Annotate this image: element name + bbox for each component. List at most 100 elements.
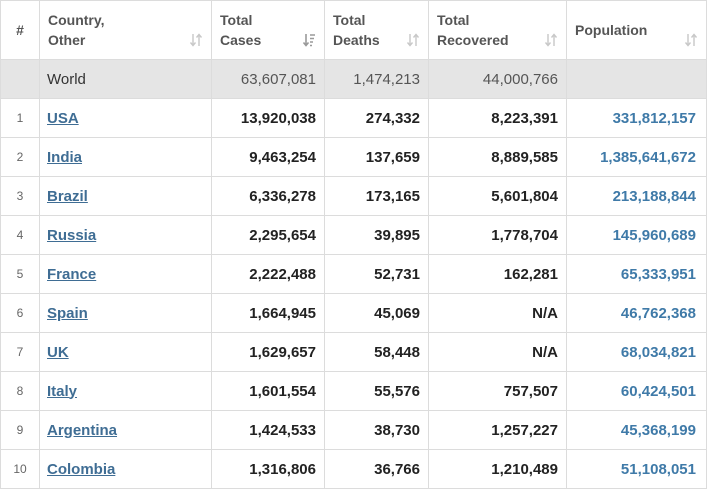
population-cell: 60,424,501 xyxy=(566,371,707,411)
sort-arrows-icon[interactable] xyxy=(684,33,698,47)
country-link[interactable]: Russia xyxy=(47,226,97,244)
total-deaths-cell: 274,332 xyxy=(324,98,429,138)
table-row: 3 Brazil 6,336,278 173,165 5,601,804 213,188,… xyxy=(0,176,707,216)
header-total-deaths[interactable]: Total Deaths xyxy=(324,0,429,60)
rank-cell: 10 xyxy=(0,449,40,489)
total-deaths-cell: 38,730 xyxy=(324,410,429,450)
total-recovered-cell: 1,778,704 xyxy=(428,215,567,255)
total-recovered-cell: 162,281 xyxy=(428,254,567,294)
population-cell: 213,188,844 xyxy=(566,176,707,216)
rank-cell: 6 xyxy=(0,293,40,333)
table-row: 1 USA 13,920,038 274,332 8,223,391 331,812,15… xyxy=(0,98,707,138)
total-recovered-cell: 5,601,804 xyxy=(428,176,567,216)
country-cell: USA xyxy=(39,98,212,138)
header-country-label-line2: Other xyxy=(48,32,86,48)
header-total-recovered[interactable]: Total Recovered xyxy=(428,0,567,60)
total-deaths-cell: 173,165 xyxy=(324,176,429,216)
world-name: World xyxy=(39,59,212,99)
header-total-deaths-line2: Deaths xyxy=(333,32,380,48)
total-deaths-cell: 55,576 xyxy=(324,371,429,411)
sort-arrows-icon[interactable] xyxy=(406,33,420,47)
sort-arrows-icon[interactable] xyxy=(189,33,203,47)
rank-cell: 8 xyxy=(0,371,40,411)
header-country-label-line1: Country, xyxy=(48,12,105,28)
population-cell: 68,034,821 xyxy=(566,332,707,372)
total-recovered-cell: 8,223,391 xyxy=(428,98,567,138)
country-link[interactable]: Italy xyxy=(47,382,78,400)
table-header-row: # Country, Other Total Cases Total Death… xyxy=(0,0,707,60)
table-row: 5 France 2,222,488 52,731 162,281 65,333,951 xyxy=(0,254,707,294)
country-link[interactable]: USA xyxy=(47,109,79,127)
total-deaths-cell: 52,731 xyxy=(324,254,429,294)
rank-cell: 4 xyxy=(0,215,40,255)
country-cell: Italy xyxy=(39,371,212,411)
rank-cell: 9 xyxy=(0,410,40,450)
total-deaths-cell: 39,895 xyxy=(324,215,429,255)
total-recovered-cell: 8,889,585 xyxy=(428,137,567,177)
world-rank-cell xyxy=(0,59,40,99)
table-row: 2 India 9,463,254 137,659 8,889,585 1,385,641… xyxy=(0,137,707,177)
population-cell: 1,385,641,672 xyxy=(566,137,707,177)
total-cases-cell: 13,920,038 xyxy=(211,98,325,138)
country-cell: Russia xyxy=(39,215,212,255)
population-cell: 331,812,157 xyxy=(566,98,707,138)
sort-arrows-icon[interactable] xyxy=(544,33,558,47)
population-cell: 65,333,951 xyxy=(566,254,707,294)
country-link[interactable]: India xyxy=(47,148,83,166)
header-total-cases[interactable]: Total Cases xyxy=(211,0,325,60)
population-cell: 45,368,199 xyxy=(566,410,707,450)
total-cases-cell: 1,629,657 xyxy=(211,332,325,372)
rank-cell: 7 xyxy=(0,332,40,372)
world-population xyxy=(566,59,707,99)
country-link[interactable]: Argentina xyxy=(47,421,118,439)
header-population-label: Population xyxy=(575,22,648,38)
total-cases-cell: 1,601,554 xyxy=(211,371,325,411)
header-total-deaths-line1: Total xyxy=(333,12,366,28)
header-total-recovered-line1: Total xyxy=(437,12,470,28)
total-cases-cell: 9,463,254 xyxy=(211,137,325,177)
country-link[interactable]: France xyxy=(47,265,97,283)
world-total-cases: 63,607,081 xyxy=(211,59,325,99)
total-recovered-cell: N/A xyxy=(428,332,567,372)
rank-cell: 5 xyxy=(0,254,40,294)
total-cases-cell: 2,295,654 xyxy=(211,215,325,255)
header-total-recovered-line2: Recovered xyxy=(437,32,509,48)
total-cases-cell: 1,316,806 xyxy=(211,449,325,489)
total-recovered-cell: 1,210,489 xyxy=(428,449,567,489)
country-link[interactable]: Brazil xyxy=(47,187,88,205)
rank-cell: 2 xyxy=(0,137,40,177)
total-cases-cell: 2,222,488 xyxy=(211,254,325,294)
sort-desc-icon[interactable] xyxy=(302,33,316,47)
table-row: 4 Russia 2,295,654 39,895 1,778,704 145,960,6… xyxy=(0,215,707,255)
world-total-deaths: 1,474,213 xyxy=(324,59,429,99)
total-cases-cell: 1,424,533 xyxy=(211,410,325,450)
total-deaths-cell: 58,448 xyxy=(324,332,429,372)
table-row: 6 Spain 1,664,945 45,069 N/A 46,762,368 xyxy=(0,293,707,333)
country-link[interactable]: Spain xyxy=(47,304,88,322)
country-cell: India xyxy=(39,137,212,177)
total-deaths-cell: 137,659 xyxy=(324,137,429,177)
country-cell: Colombia xyxy=(39,449,212,489)
total-deaths-cell: 45,069 xyxy=(324,293,429,333)
header-rank-label: # xyxy=(16,22,24,38)
population-cell: 46,762,368 xyxy=(566,293,707,333)
rank-cell: 3 xyxy=(0,176,40,216)
country-cell: France xyxy=(39,254,212,294)
rank-cell: 1 xyxy=(0,98,40,138)
header-population[interactable]: Population xyxy=(566,0,707,60)
header-rank[interactable]: # xyxy=(0,0,40,60)
header-country[interactable]: Country, Other xyxy=(39,0,212,60)
table-row: 9 Argentina 1,424,533 38,730 1,257,227 45,368… xyxy=(0,410,707,450)
total-cases-cell: 6,336,278 xyxy=(211,176,325,216)
country-cell: Argentina xyxy=(39,410,212,450)
total-recovered-cell: N/A xyxy=(428,293,567,333)
country-link[interactable]: UK xyxy=(47,343,69,361)
table-row: 10 Colombia 1,316,806 36,766 1,210,489 51,108… xyxy=(0,449,707,489)
world-total-row: World 63,607,081 1,474,213 44,000,766 xyxy=(0,59,707,99)
world-total-recovered: 44,000,766 xyxy=(428,59,567,99)
total-recovered-cell: 757,507 xyxy=(428,371,567,411)
country-link[interactable]: Colombia xyxy=(47,460,116,478)
header-total-cases-line1: Total xyxy=(220,12,253,28)
country-cell: Brazil xyxy=(39,176,212,216)
